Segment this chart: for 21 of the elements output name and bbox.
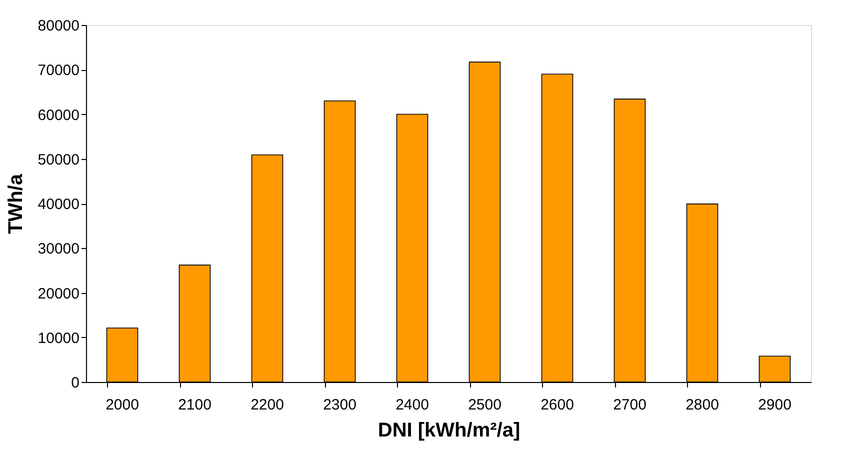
x-tick-label: 2300	[323, 396, 356, 414]
y-tick-label: 60000	[38, 106, 80, 124]
x-tick-label: 2100	[178, 396, 212, 414]
x-tick-label: 2000	[106, 396, 139, 414]
x-tick-label: 2800	[686, 396, 719, 414]
y-tick-label: 20000	[38, 285, 80, 302]
y-tick-label: 70000	[38, 62, 80, 80]
x-tick-label: 2900	[758, 396, 792, 414]
y-axis-title: TWh/a	[4, 173, 27, 234]
y-tick-label: 40000	[38, 196, 80, 213]
x-tick-label: 2700	[613, 396, 646, 414]
y-tick-label: 80000	[38, 18, 80, 34]
y-tick-label: 30000	[38, 240, 80, 258]
x-tick-label: 2600	[540, 396, 574, 414]
y-tick-label: 0	[71, 374, 80, 392]
x-tick-label: 2500	[468, 396, 502, 414]
x-axis-title: DNI [kWh/m²/a]	[378, 420, 520, 442]
x-tick-label: 2200	[250, 396, 284, 414]
y-tick-label: 50000	[38, 151, 80, 168]
x-tick-label: 2400	[396, 396, 429, 414]
y-tick-label: 10000	[38, 330, 80, 347]
